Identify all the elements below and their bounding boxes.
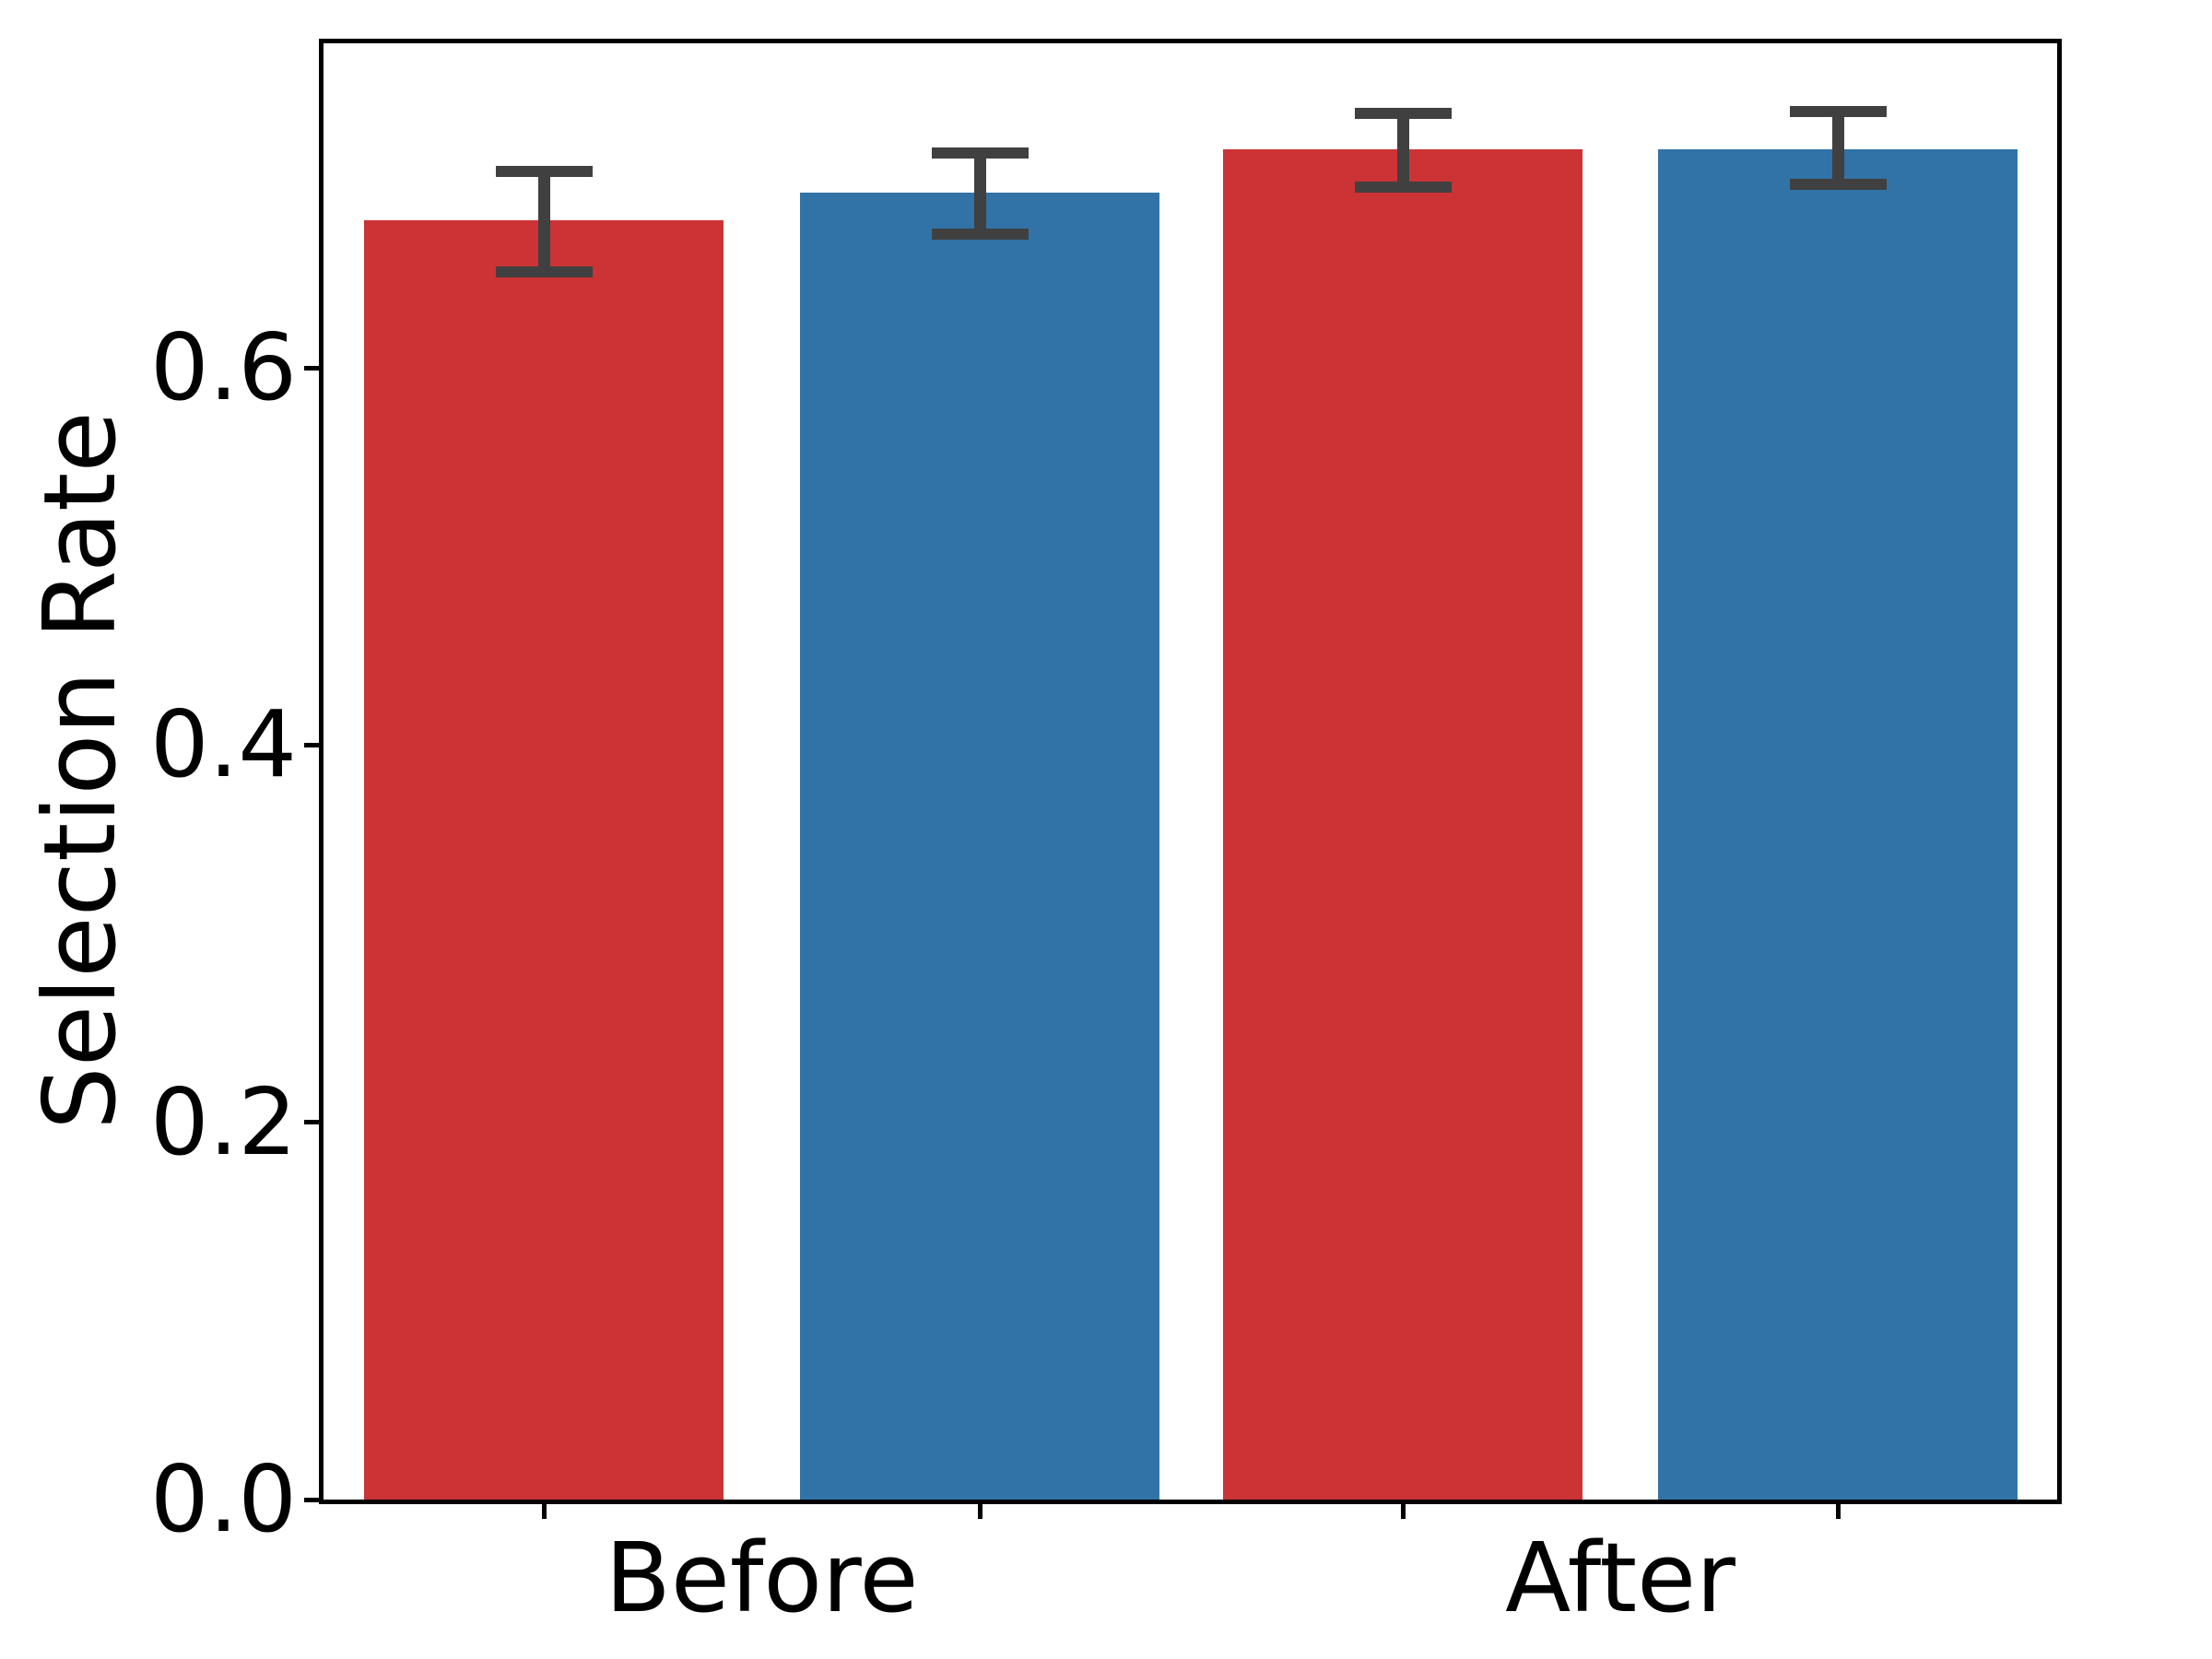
x-tick-mark-2 — [977, 1504, 982, 1519]
error-bar-line-after-blue — [1831, 111, 1844, 185]
y-axis-title: Selection Rate — [23, 411, 138, 1130]
error-bar-bottom-cap-after-red — [1354, 181, 1452, 193]
error-bar-line-before-red — [537, 171, 550, 272]
y-tick-mark-0.6 — [304, 365, 319, 371]
bar-after-blue — [1658, 148, 2018, 1500]
x-tick-label-after: After — [1505, 1522, 1735, 1634]
error-bar-line-after-red — [1396, 112, 1409, 187]
x-tick-mark-3 — [1400, 1504, 1406, 1519]
error-bar-bottom-cap-after-blue — [1789, 179, 1887, 191]
x-tick-label-before: Before — [605, 1522, 919, 1634]
y-tick-label-0.0: 0.0 — [149, 1445, 297, 1553]
plot-area — [319, 39, 2062, 1504]
error-bar-top-cap-after-blue — [1789, 105, 1887, 117]
error-bar-top-cap-before-red — [495, 166, 593, 178]
y-tick-mark-0.4 — [304, 742, 319, 747]
x-tick-mark-1 — [541, 1504, 547, 1519]
error-bar-bottom-cap-before-blue — [931, 228, 1029, 240]
y-tick-label-0.4: 0.4 — [149, 690, 297, 799]
y-tick-mark-0.2 — [304, 1120, 319, 1125]
x-tick-mark-4 — [1835, 1504, 1841, 1519]
y-tick-label-0.2: 0.2 — [149, 1067, 297, 1176]
y-tick-label-0.6: 0.6 — [149, 313, 297, 422]
y-tick-mark-0.0 — [304, 1497, 319, 1502]
error-bar-top-cap-before-blue — [931, 147, 1029, 159]
bar-before-red — [364, 220, 724, 1500]
error-bar-top-cap-after-red — [1354, 107, 1452, 119]
bar-after-red — [1223, 148, 1583, 1500]
error-bar-line-before-blue — [973, 152, 986, 234]
bars-layer — [324, 43, 2057, 1500]
error-bar-bottom-cap-before-red — [495, 265, 593, 277]
bar-before-blue — [800, 192, 1159, 1500]
